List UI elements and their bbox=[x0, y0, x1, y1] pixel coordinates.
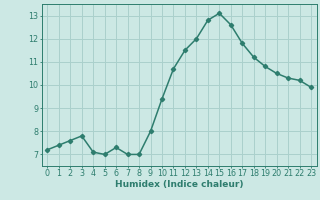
X-axis label: Humidex (Indice chaleur): Humidex (Indice chaleur) bbox=[115, 180, 244, 189]
